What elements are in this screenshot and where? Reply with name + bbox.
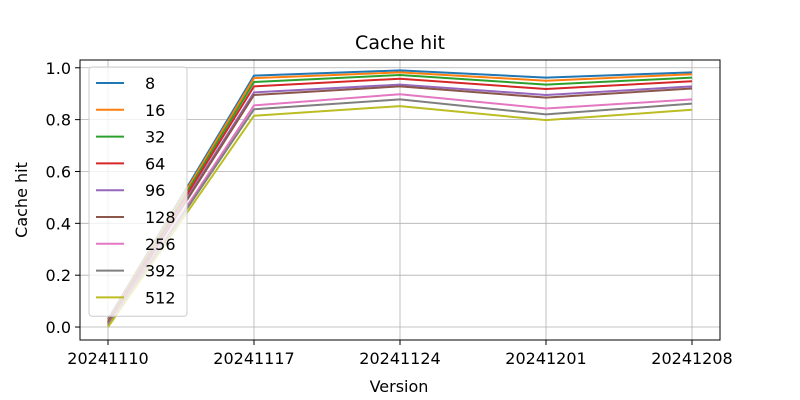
y-axis-title: Cache hit [12,162,31,238]
y-tick-label: 1.0 [46,59,71,78]
x-axis: 20241110 20241117 20241124 20241201 20241208 [67,340,733,368]
series-lines [107,69,693,328]
legend-label: 64 [145,154,165,173]
legend-label: 16 [145,101,165,120]
y-tick-label: 0.4 [46,214,71,233]
y-tick-label: 0.2 [46,266,71,285]
legend-label: 392 [145,262,176,281]
y-tick-label: 0.8 [46,111,71,130]
series-line-512 [107,105,693,328]
chart-title: Cache hit [355,32,445,54]
series-line-392 [107,98,693,327]
x-axis-title: Version [370,377,429,396]
series-line-64 [107,77,693,323]
y-tick-label: 0.0 [46,318,71,337]
x-tick-label: 20241124 [359,349,440,368]
legend-label: 32 [145,128,165,147]
legend-label: 512 [145,288,176,307]
y-axis: 0.0 0.2 0.4 0.6 0.8 1.0 [46,59,80,337]
legend-label: 8 [145,74,155,93]
series-line-32 [107,74,693,323]
x-tick-label: 20241117 [213,349,294,368]
legend-label: 96 [145,181,165,200]
series-line-256 [107,93,693,326]
legend-box [88,66,188,317]
y-tick-label: 0.6 [46,162,71,181]
legend-label: 256 [145,235,176,254]
x-tick-label: 20241201 [505,349,586,368]
series-line-128 [107,85,693,325]
x-tick-label: 20241208 [651,349,732,368]
series-line-96 [107,83,693,324]
series-line-16 [107,71,693,322]
legend: 8 16 32 64 96 128 256 392 512 [88,66,188,317]
series-line-8 [107,69,693,320]
legend-label: 128 [145,208,176,227]
x-tick-label: 20241110 [67,349,148,368]
